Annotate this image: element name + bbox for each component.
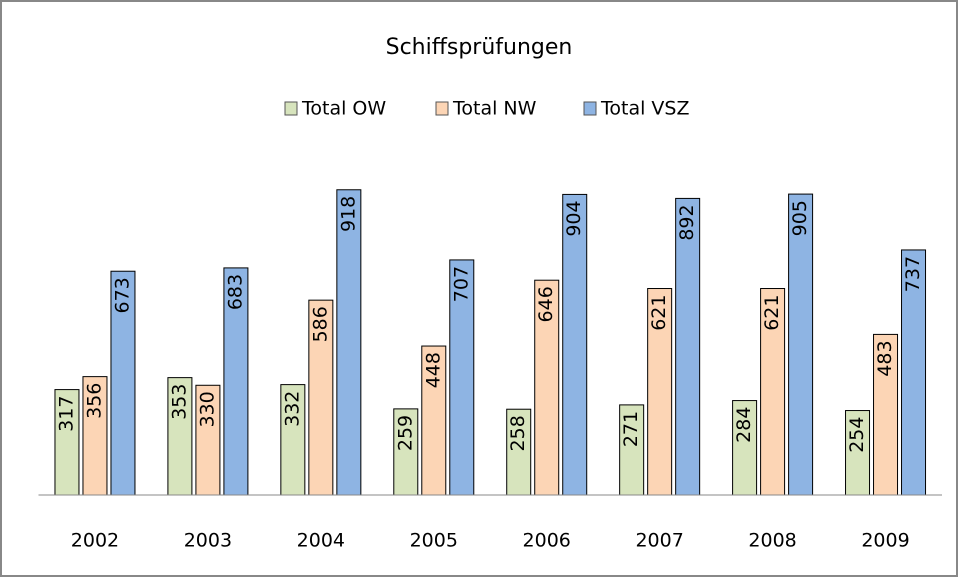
data-label: 332 [281, 391, 303, 427]
bar [82, 376, 108, 496]
data-label: 330 [196, 391, 218, 427]
bar [760, 288, 786, 496]
data-label: 483 [874, 340, 896, 376]
bar [845, 410, 871, 496]
data-label: 892 [676, 204, 698, 240]
bar [308, 299, 334, 496]
bar [901, 249, 927, 496]
x-tick-label: 2009 [861, 530, 909, 552]
bar [675, 197, 701, 496]
data-label: 317 [55, 396, 77, 432]
legend-swatch [284, 101, 298, 116]
data-label: 448 [422, 352, 444, 388]
data-label: 258 [507, 415, 529, 451]
data-label: 259 [394, 415, 416, 451]
data-label: 905 [789, 200, 811, 236]
x-tick-label: 2006 [523, 530, 571, 552]
data-label: 271 [620, 411, 642, 447]
legend-swatch [583, 101, 597, 116]
data-label: 621 [761, 295, 783, 331]
data-label: 586 [309, 306, 331, 342]
x-tick-label: 2008 [748, 530, 796, 552]
bar [873, 333, 899, 496]
bar [449, 259, 475, 496]
legend-label: Total NW [452, 98, 537, 120]
data-label: 673 [111, 277, 133, 313]
data-label: 284 [733, 407, 755, 443]
data-label: 353 [168, 384, 190, 420]
bar [336, 189, 362, 496]
bar [619, 404, 645, 496]
x-tick-label: 2003 [184, 530, 232, 552]
bar [54, 389, 80, 496]
data-label: 254 [846, 417, 868, 453]
bar [506, 408, 532, 496]
bar [223, 267, 249, 496]
legend-label: Total OW [301, 98, 386, 120]
bar [167, 377, 193, 496]
chart-title: Schiffsprüfungen [386, 35, 573, 60]
data-label: 904 [563, 200, 585, 236]
data-label: 356 [83, 383, 105, 419]
x-tick-label: 2002 [71, 530, 119, 552]
data-label: 621 [648, 295, 670, 331]
bar [788, 193, 814, 496]
bar [421, 345, 447, 496]
data-label: 918 [337, 196, 359, 232]
x-tick-label: 2005 [410, 530, 458, 552]
legend-swatch [435, 101, 449, 116]
legend-label: Total VSZ [600, 98, 690, 120]
data-label: 646 [535, 286, 557, 322]
data-label: 707 [450, 266, 472, 302]
bar [562, 193, 588, 496]
bar [732, 400, 758, 496]
x-tick-label: 2004 [297, 530, 345, 552]
data-label: 683 [224, 274, 246, 310]
x-tick-label: 2007 [635, 530, 683, 552]
data-label: 737 [902, 256, 924, 292]
